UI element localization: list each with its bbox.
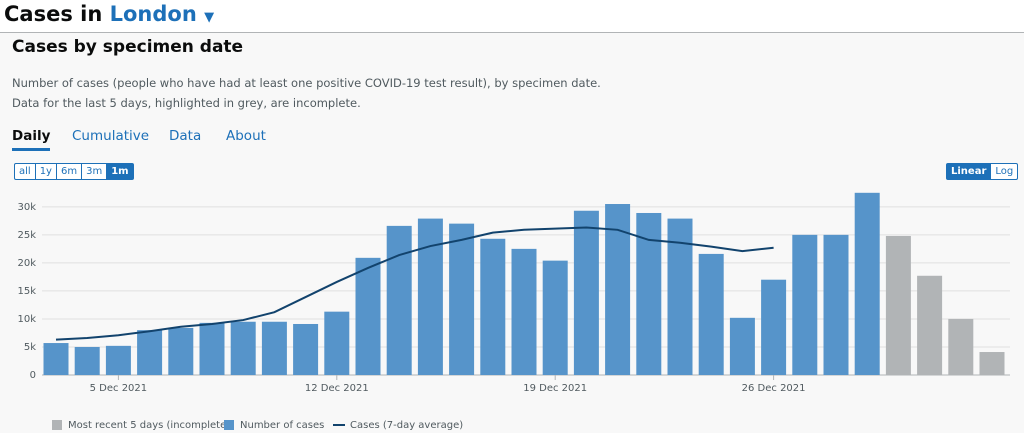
bar	[761, 279, 787, 375]
range-button[interactable]: 1y	[36, 164, 57, 179]
bar	[917, 275, 943, 375]
legend-label: Most recent 5 days (incomplete)	[68, 420, 230, 431]
bar	[511, 248, 537, 375]
bar	[480, 238, 506, 375]
bar	[43, 343, 69, 375]
y-tick-label: 20k	[17, 258, 36, 269]
description: Number of cases (people who have had at …	[12, 76, 601, 90]
x-tick-label: 19 Dec 2021	[523, 383, 587, 394]
bar	[729, 317, 755, 375]
bar	[261, 321, 287, 375]
bar	[948, 318, 974, 375]
legend-swatch	[224, 420, 234, 430]
scale-button[interactable]: Linear	[947, 164, 992, 179]
bar	[105, 345, 131, 375]
bar	[542, 260, 568, 375]
bar	[792, 234, 818, 375]
tab[interactable]: Data	[169, 128, 202, 144]
y-tick-label: 15k	[17, 286, 36, 297]
bar	[854, 192, 880, 375]
x-tick-label: 26 Dec 2021	[742, 383, 806, 394]
range-button[interactable]: 1m	[107, 164, 133, 179]
y-tick-label: 5k	[24, 342, 36, 353]
bar	[199, 322, 225, 375]
dropdown-arrow[interactable]: ▼	[204, 10, 215, 25]
range-buttons: all 1y 6m 3m 1m	[14, 163, 134, 180]
range-button[interactable]: all	[15, 164, 36, 179]
y-tick-label: 10k	[17, 314, 36, 325]
header: Cases in London ▼	[0, 0, 1024, 33]
bar	[137, 330, 163, 375]
chart-title: Cases by specimen date	[12, 37, 244, 57]
tab[interactable]: About	[226, 128, 266, 144]
tab[interactable]: Cumulative	[72, 128, 150, 144]
bar	[885, 235, 911, 375]
y-tick-label: 0	[30, 370, 36, 381]
bar	[979, 352, 1005, 375]
scale-button[interactable]: Log	[995, 166, 1014, 177]
bar	[355, 257, 381, 375]
line	[55, 226, 774, 341]
x-tick-label: 12 Dec 2021	[305, 383, 369, 394]
area-selector[interactable]: London	[109, 2, 197, 26]
legend-label: Cases (7-day average)	[350, 420, 463, 431]
bar	[230, 321, 256, 375]
y-tick-label: 30k	[17, 202, 36, 213]
bar	[823, 234, 849, 375]
x-tick-label: 5 Dec 2021	[90, 383, 148, 394]
bar	[449, 223, 475, 375]
bar	[417, 218, 443, 375]
range-button[interactable]: 3m	[82, 164, 108, 179]
page-heading: Cases in London ▼	[4, 2, 214, 26]
bar	[168, 327, 194, 375]
bar	[324, 311, 350, 375]
heading-prefix: Cases in	[4, 2, 103, 26]
legend-label: Number of cases	[240, 420, 324, 431]
bar	[386, 225, 412, 375]
range-button[interactable]: 6m	[57, 164, 83, 179]
bar	[698, 253, 724, 375]
y-tick-label: 25k	[17, 230, 36, 241]
bar	[573, 210, 599, 375]
tab[interactable]: Daily	[12, 128, 51, 151]
bar	[293, 323, 319, 375]
scale-buttons: Linear Log	[946, 163, 1019, 180]
description: Data for the last 5 days, highlighted in…	[12, 96, 361, 110]
chart: 0 5k 10k 15k 20k 25k 30k 5 Dec 2021 12 Dec 2021 1…	[17, 192, 1010, 431]
legend-swatch	[52, 420, 62, 430]
bar	[74, 346, 100, 375]
